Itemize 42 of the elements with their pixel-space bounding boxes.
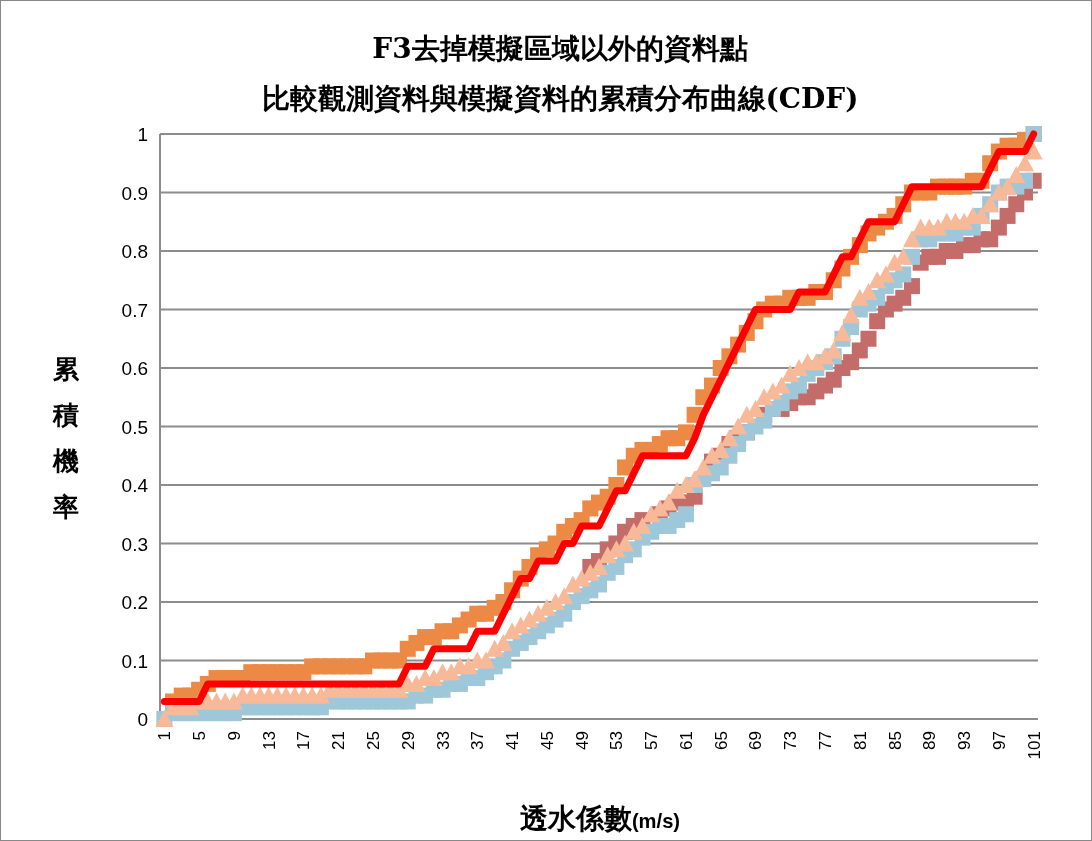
x-tick-label: 85 (885, 731, 905, 750)
x-tick-label: 97 (989, 731, 1009, 750)
x-tick-label: 9 (224, 731, 244, 741)
y-tick-label: 0.8 (121, 241, 148, 262)
x-tick-label: 53 (607, 731, 627, 750)
y-axis-title: 累積機率 (52, 354, 80, 522)
x-tick-label: 1 (155, 731, 175, 741)
x-tick-label: 81 (850, 731, 870, 750)
x-tick-label: 25 (363, 731, 383, 750)
y-tick-label: 0.9 (121, 182, 148, 204)
x-tick-label: 61 (676, 731, 696, 750)
point (860, 330, 877, 347)
x-tick-label: 69 (746, 731, 766, 750)
chart-subtitle: 比較觀測資料與模擬資料的累積分布曲線(CDF) (261, 82, 859, 115)
x-tick-label: 33 (433, 731, 453, 750)
x-tick-label: 37 (468, 731, 488, 750)
x-tick-label: 17 (294, 731, 314, 750)
x-axis-title: 透水係數(m/s) (519, 802, 681, 835)
y-tick-label: 0.4 (121, 475, 149, 496)
y-tick-label: 1 (137, 124, 148, 145)
y-tick-label: 0.7 (121, 299, 148, 321)
x-tick-label: 29 (398, 731, 418, 750)
x-tick-label: 73 (781, 731, 801, 750)
y-tick-label: 0 (137, 709, 148, 730)
x-tick-label: 101 (1024, 731, 1044, 760)
x-tick-label: 5 (190, 731, 210, 741)
y-tick-label: 0.3 (121, 533, 148, 555)
x-tick-label: 89 (920, 731, 940, 750)
x-tick-label: 57 (642, 731, 662, 750)
x-tick-label: 49 (572, 731, 592, 750)
x-tick-label: 93 (955, 731, 975, 750)
x-tick-label: 21 (329, 731, 349, 750)
x-tick-label: 45 (537, 731, 557, 750)
x-tick-label: 65 (711, 731, 731, 750)
x-tick-label: 41 (503, 731, 523, 750)
y-tick-label: 0.6 (121, 358, 148, 379)
y-tick-label: 0.1 (121, 650, 148, 672)
x-tick-label: 13 (259, 731, 279, 750)
x-tick-label: 77 (816, 731, 836, 750)
chart-title: F3去掉模擬區域以外的資料點 (372, 32, 748, 65)
y-tick-label: 0.5 (121, 416, 148, 438)
y-tick-label: 0.2 (121, 592, 148, 613)
